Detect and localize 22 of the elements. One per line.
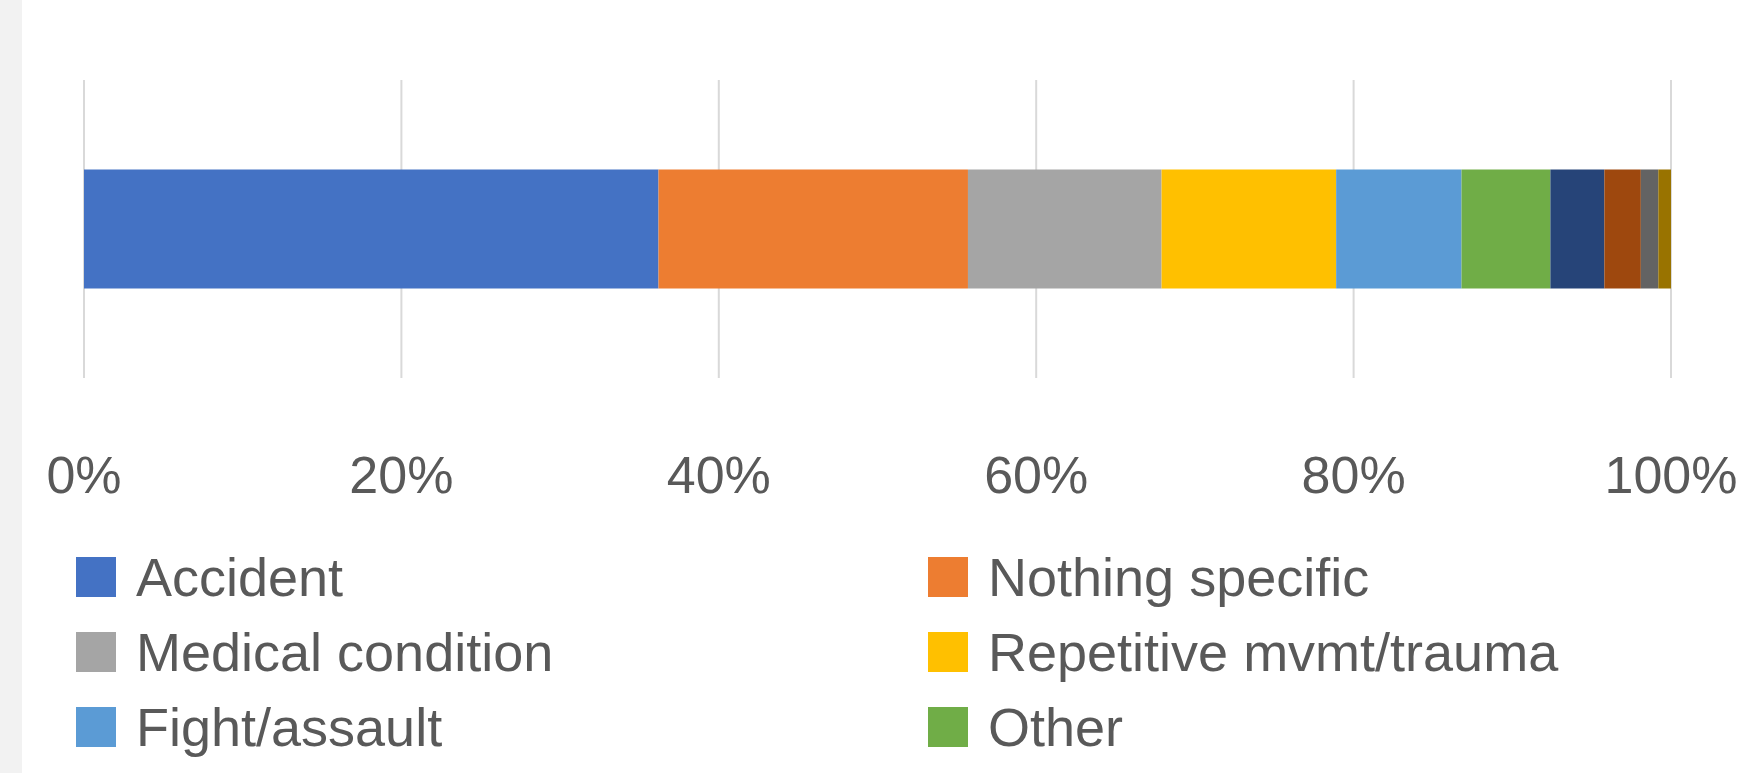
legend-label: Other <box>988 696 1124 759</box>
x-tick-label: 80% <box>1301 445 1406 504</box>
x-tick-label: 40% <box>666 445 771 504</box>
x-tick-label: 60% <box>984 445 1089 504</box>
bar <box>1161 169 1337 289</box>
legend-label: Fight/assault <box>136 696 443 759</box>
x-tick-label: 100% <box>1604 445 1738 504</box>
bar <box>967 169 1162 289</box>
bar <box>1658 169 1671 289</box>
bar <box>1604 169 1641 289</box>
bar <box>1461 169 1551 289</box>
x-tick-label: 0% <box>46 445 122 504</box>
bar <box>1640 169 1659 289</box>
legend-label: Repetitive mvmt/trauma <box>988 621 1559 684</box>
x-tick-label: 20% <box>349 445 454 504</box>
bar <box>1336 169 1462 289</box>
bar <box>84 169 659 289</box>
legend-label: Nothing specific <box>988 546 1370 609</box>
legend-label: Accident <box>136 546 344 609</box>
bar <box>658 169 968 289</box>
legend-label: Medical condition <box>136 621 554 684</box>
bar <box>1550 169 1605 289</box>
